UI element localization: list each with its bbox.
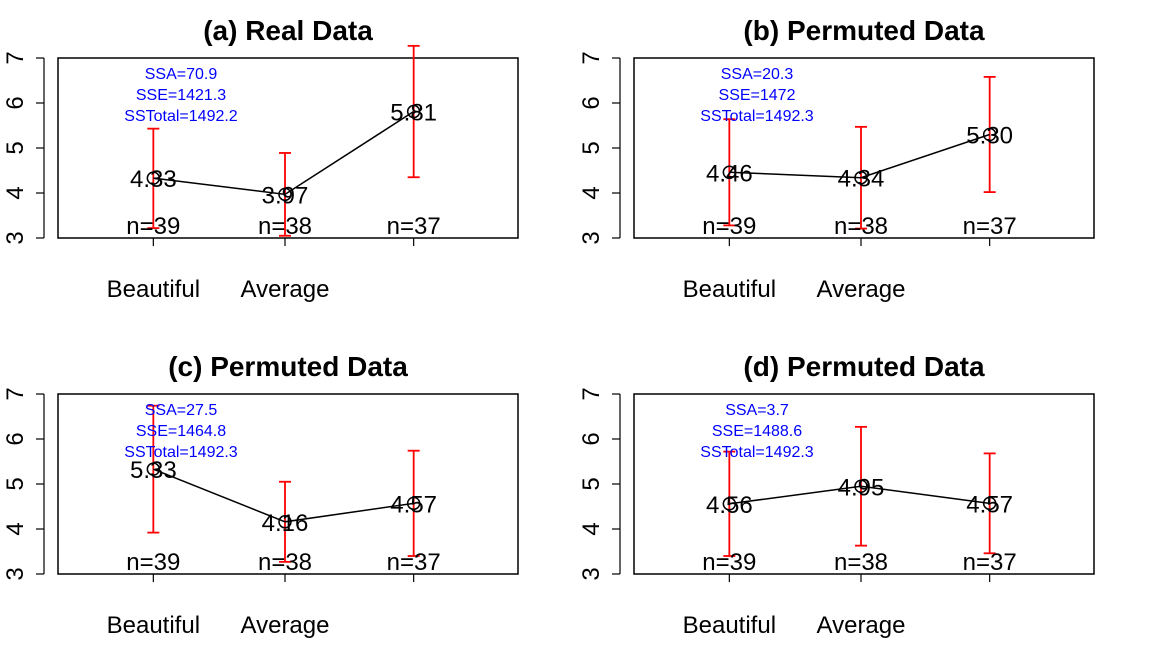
x-tick-label: Beautiful: [107, 276, 200, 303]
stats-text: SSA=27.5: [145, 402, 218, 419]
y-tick-label: 4: [578, 522, 605, 535]
n-label: n=39: [126, 549, 180, 576]
stats-text: SSE=1472: [719, 87, 796, 104]
n-label: n=39: [702, 549, 756, 576]
chart-panel-4: (d) Permuted Data 3 4 5 6 7 Beautiful Average 4.…: [578, 351, 1094, 639]
n-label: n=37: [387, 549, 441, 576]
stats-text: SSA=20.3: [721, 66, 794, 83]
plot-frame: [58, 58, 518, 238]
n-label: n=37: [387, 213, 441, 240]
n-label: n=38: [258, 213, 312, 240]
y-tick-label: 5: [2, 141, 29, 154]
stats-text: SSA=3.7: [725, 402, 789, 419]
stats-text: SSTotal=1492.3: [124, 444, 238, 461]
chart-panel-2: (b) Permuted Data 3 4 5 6 7 Beautiful Average 4.…: [578, 15, 1094, 303]
y-tick-label: 6: [2, 432, 29, 445]
y-tick-label: 6: [578, 432, 605, 445]
n-label: n=38: [834, 213, 888, 240]
x-tick-label: Average: [817, 276, 906, 303]
panel-title: (a) Real Data: [203, 15, 373, 46]
y-tick-label: 7: [2, 387, 29, 400]
x-tick-label: Beautiful: [107, 612, 200, 639]
y-tick-label: 4: [578, 186, 605, 199]
y-tick-label: 7: [578, 51, 605, 64]
plot-frame: [58, 394, 518, 574]
plot-frame: [634, 58, 1094, 238]
mean-label: 4.33: [130, 166, 177, 193]
stats-text: SSTotal=1492.3: [700, 108, 814, 125]
mean-label: 5.30: [966, 123, 1013, 150]
panel-title: (d) Permuted Data: [743, 351, 985, 382]
mean-label: 4.95: [838, 474, 885, 501]
chart-panel-3: (c) Permuted Data 3 4 5 6 7 Beautiful Average 5.…: [2, 351, 518, 639]
y-tick-label: 4: [2, 186, 29, 199]
y-tick-label: 3: [2, 567, 29, 580]
x-tick-label: Average: [241, 612, 330, 639]
stats-text: SSA=70.9: [145, 66, 218, 83]
mean-label: 4.16: [262, 510, 309, 537]
n-label: n=38: [258, 549, 312, 576]
y-tick-label: 5: [578, 141, 605, 154]
n-label: n=37: [963, 213, 1017, 240]
mean-label: 3.97: [262, 182, 309, 209]
x-tick-label: Average: [817, 612, 906, 639]
stats-text: SSE=1421.3: [136, 87, 226, 104]
y-tick-label: 7: [578, 387, 605, 400]
n-label: n=39: [126, 213, 180, 240]
x-tick-label: Beautiful: [683, 276, 776, 303]
mean-label: 5.33: [130, 457, 177, 484]
chart-panel-1: (a) Real Data 3 4 5 6 7 Beautiful Average 4.33 3.…: [2, 15, 518, 303]
n-label: n=38: [834, 549, 888, 576]
y-tick-label: 3: [578, 231, 605, 244]
stats-text: SSTotal=1492.2: [124, 108, 238, 125]
mean-label: 4.57: [966, 491, 1013, 518]
y-tick-label: 5: [2, 477, 29, 490]
y-tick-label: 5: [578, 477, 605, 490]
y-tick-label: 4: [2, 522, 29, 535]
mean-label: 4.34: [838, 166, 885, 193]
y-tick-label: 3: [2, 231, 29, 244]
mean-label: 4.57: [390, 491, 437, 518]
n-label: n=37: [963, 549, 1017, 576]
y-tick-label: 7: [2, 51, 29, 64]
panel-title: (b) Permuted Data: [743, 15, 985, 46]
stats-text: SSE=1464.8: [136, 423, 226, 440]
y-tick-label: 3: [578, 567, 605, 580]
panel-title: (c) Permuted Data: [168, 351, 408, 382]
mean-label: 4.56: [706, 492, 753, 519]
mean-label: 4.46: [706, 160, 753, 187]
y-tick-label: 6: [578, 96, 605, 109]
x-tick-label: Beautiful: [683, 612, 776, 639]
stats-text: SSE=1488.6: [712, 423, 802, 440]
x-tick-label: Average: [241, 276, 330, 303]
y-tick-label: 6: [2, 96, 29, 109]
n-label: n=39: [702, 213, 756, 240]
mean-label: 5.81: [390, 100, 437, 127]
stats-text: SSTotal=1492.3: [700, 444, 814, 461]
